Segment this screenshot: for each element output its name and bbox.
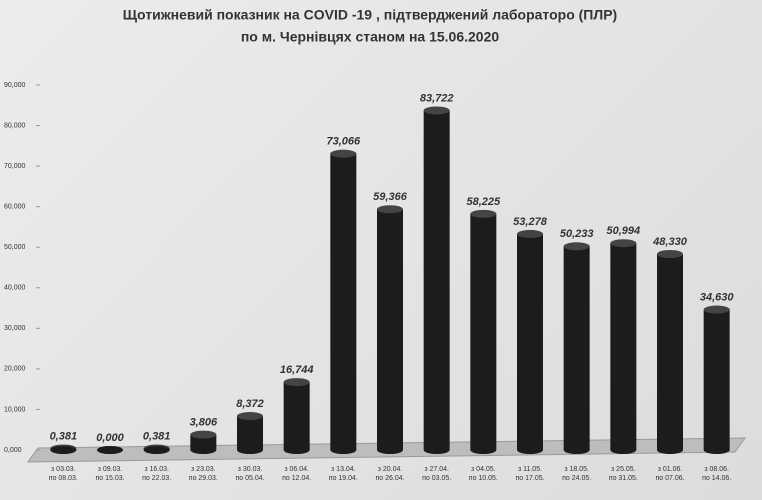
bar-cap <box>703 305 730 314</box>
x-tick-label: з 23.03. по 29.03. <box>188 466 218 482</box>
bar-base <box>563 446 590 454</box>
bar-cap <box>283 378 310 387</box>
bar-cap <box>610 239 637 248</box>
x-tick-label: з 06.04. по 12.04. <box>282 466 312 482</box>
x-tick-label: з 30.03. по 05.04. <box>235 466 265 482</box>
bar-cap <box>423 106 450 115</box>
value-label: 0,000 <box>96 432 124 444</box>
value-label: 83,722 <box>420 92 454 104</box>
bar-base <box>237 446 263 454</box>
bar <box>610 243 637 450</box>
y-tick-label: 30,000 <box>4 325 26 332</box>
y-tick-label: 10,000 <box>4 406 26 413</box>
y-tick-label: 80,000 <box>4 122 26 129</box>
bar <box>470 213 497 450</box>
bar <box>517 233 543 450</box>
y-tick-label: 40,000 <box>4 285 26 292</box>
bar-base <box>517 446 543 454</box>
x-tick-label: з 20.04. по 26.04. <box>375 466 405 482</box>
bar <box>657 253 683 450</box>
bar <box>330 153 357 451</box>
x-tick-label: з 03.03. по 08.03. <box>48 466 78 482</box>
bar-base <box>657 446 683 454</box>
x-tick-label: з 09.03. по 15.03. <box>95 466 125 482</box>
value-label: 50,994 <box>607 225 641 237</box>
bar <box>423 110 450 450</box>
value-label: 34,630 <box>700 291 735 303</box>
y-tick-label: 0,000 <box>4 447 22 454</box>
bar-cap <box>470 209 497 218</box>
value-label: 53,278 <box>513 216 548 228</box>
bar-cap <box>330 149 357 158</box>
x-tick-label: з 01.06. по 07.06. <box>655 466 685 482</box>
value-label: 0,381 <box>50 430 78 442</box>
y-tick-label: 90,000 <box>4 82 26 89</box>
y-tick-label: 60,000 <box>4 204 26 211</box>
bar-cap <box>237 412 263 421</box>
value-label: 8,372 <box>236 398 264 410</box>
bar-base <box>377 446 403 454</box>
value-label: 0,381 <box>143 430 171 442</box>
value-label: 50,233 <box>560 228 594 240</box>
chart-title: Щотижневий показник на COVID -19 , підтв… <box>123 7 617 23</box>
bar-cap <box>657 249 683 258</box>
bar <box>190 434 217 450</box>
bar <box>377 209 403 450</box>
bar-cap <box>563 242 590 251</box>
value-label: 3,806 <box>190 416 218 428</box>
bar-base <box>423 446 450 454</box>
x-tick-label: з 25.05. по 31.05. <box>608 466 638 482</box>
bar-base <box>330 446 357 454</box>
value-label: 48,330 <box>652 236 688 248</box>
bar <box>237 416 263 450</box>
bar-base <box>97 446 123 454</box>
bar <box>563 246 590 450</box>
bar <box>703 309 730 450</box>
x-tick-label: з 27.04. по 03.05. <box>422 466 452 482</box>
value-label: 73,066 <box>327 136 362 148</box>
x-tick-label: з 08.06. по 14.06. <box>702 466 732 482</box>
bar-base <box>190 446 217 454</box>
bar-base <box>703 446 730 454</box>
bar-base <box>283 446 310 454</box>
bar-base <box>50 446 77 454</box>
bar <box>283 382 310 450</box>
bar-cap <box>517 229 543 238</box>
x-tick-label: з 04.05. по 10.05. <box>468 466 498 482</box>
x-tick-label: з 13.04. по 19.04. <box>328 466 358 482</box>
bar-base <box>143 446 170 454</box>
y-tick-label: 70,000 <box>4 163 26 170</box>
y-tick-label: 20,000 <box>4 366 26 373</box>
bar-base <box>610 446 637 454</box>
bar-cap <box>190 430 217 439</box>
value-label: 59,366 <box>373 191 408 203</box>
bar-cap <box>377 205 403 214</box>
chart-subtitle: по м. Чернівцях станом на 15.06.2020 <box>241 29 500 45</box>
value-label: 58,225 <box>467 196 502 208</box>
x-tick-label: з 18.05. по 24.05. <box>562 466 592 482</box>
x-tick-label: з 16.03. по 22.03. <box>142 466 172 482</box>
value-label: 16,744 <box>280 364 314 376</box>
y-tick-label: 50,000 <box>4 244 26 251</box>
bar-base <box>470 446 497 454</box>
x-tick-label: з 11.05. по 17.05. <box>515 466 545 482</box>
